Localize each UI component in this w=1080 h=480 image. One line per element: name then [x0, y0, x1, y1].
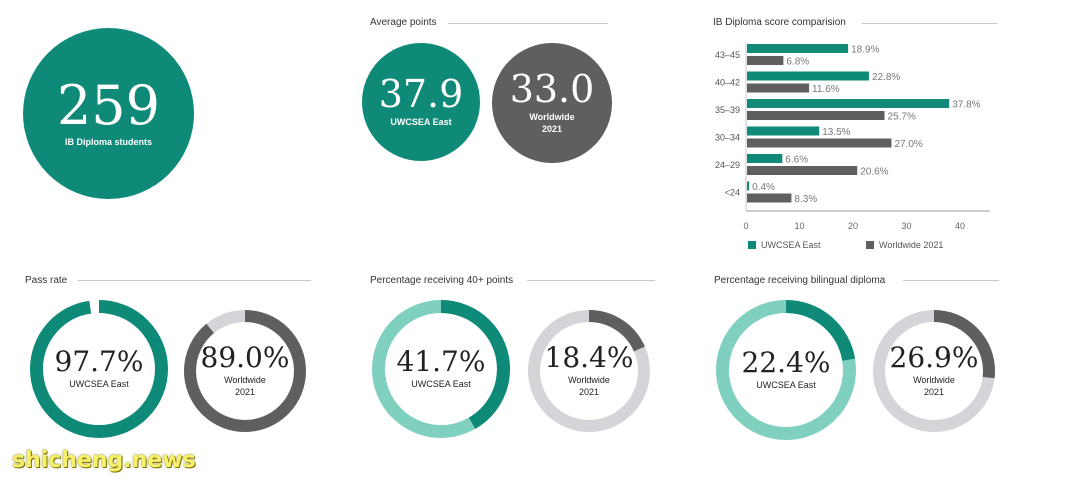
pass-rate-east-label: UWCSEA East [69, 378, 129, 389]
bar-data-label: 37.8% [952, 100, 980, 111]
bilingual-world-donut: 26.9% Worldwide 2021 [873, 310, 995, 432]
bar-data-label: 18.9% [851, 45, 879, 56]
score-chart-rule [862, 23, 997, 24]
bar-world [747, 111, 885, 120]
y-tick-label: 35–39 [715, 105, 740, 115]
bilingual-world-segment [873, 310, 995, 432]
pass-rate-rule [78, 280, 311, 281]
bilingual-world-label-line1: Worldwide [913, 375, 955, 386]
bar-data-label: 22.8% [872, 72, 900, 83]
bar-east [747, 154, 783, 163]
forty-plus-east-ring [372, 300, 510, 438]
legend-world-swatch [866, 241, 874, 249]
bar-data-label: 0.4% [752, 182, 775, 193]
forty-plus-world-ring [528, 310, 650, 432]
bar-world [747, 166, 858, 175]
x-tick-label: 10 [794, 221, 804, 231]
pass-rate-east-value: 97.7% [54, 344, 144, 378]
legend-east-label: UWCSEA East [761, 240, 821, 250]
bilingual-east-label: UWCSEA East [756, 379, 816, 390]
bilingual-title: Percentage receiving bilingual diploma [714, 275, 886, 286]
bar-data-label: 25.7% [887, 112, 915, 123]
bilingual-east-ring [716, 300, 856, 440]
avg-east-circle: 37.9 UWCSEA East [362, 43, 480, 161]
watermark-text: shicheng.news [12, 448, 196, 473]
forty-plus-title: Percentage receiving 40+ points [370, 275, 514, 286]
pass-rate-east-ring [30, 300, 168, 438]
bar-world [747, 56, 784, 65]
x-tick-label: 30 [901, 221, 911, 231]
pass-rate-world-value: 89.0% [200, 341, 290, 375]
bar-world [747, 138, 892, 148]
forty-plus-east-segment [372, 300, 510, 438]
bar-east [747, 71, 869, 81]
pass-rate-world-donut: 89.0% Worldwide 2021 [184, 310, 306, 432]
bilingual-world-ring [873, 310, 995, 432]
bar-data-label: 8.3% [794, 194, 817, 205]
forty-plus-east-label: UWCSEA East [411, 378, 471, 389]
avg-east-label: UWCSEA East [390, 117, 452, 128]
bar-data-label: 6.8% [786, 57, 809, 68]
y-tick-label: 43–45 [715, 50, 740, 60]
bar-world [747, 193, 792, 203]
avg-east-value: 37.9 [378, 72, 464, 117]
bar-data-label: 13.5% [822, 127, 850, 138]
bar-east [747, 181, 750, 191]
bar-world [747, 83, 810, 93]
students-circle: 259 IB Diploma students [23, 28, 194, 199]
bilingual-world-value: 26.9% [889, 341, 979, 375]
bilingual-east-donut: 22.4% UWCSEA East [716, 300, 856, 440]
forty-plus-east-donut: 41.7% UWCSEA East [372, 300, 510, 438]
bar-data-label: 27.0% [894, 139, 922, 150]
bilingual-rule [903, 280, 999, 281]
y-tick-label: 40–42 [715, 78, 740, 88]
forty-plus-rule [527, 280, 655, 281]
average-points-title: Average points [370, 17, 437, 28]
pass-rate-world-segment [184, 310, 306, 432]
avg-world-value: 33.0 [509, 67, 595, 112]
bar-east [747, 99, 950, 108]
pass-rate-world-ring [184, 310, 306, 432]
forty-plus-world-label-line2: 2021 [578, 386, 599, 397]
pass-rate-world-label-line2: 2021 [234, 386, 255, 397]
bar-east [747, 44, 849, 53]
forty-plus-world-value: 18.4% [544, 341, 634, 375]
y-tick-label: 24–29 [715, 160, 740, 170]
legend-east-swatch [748, 241, 756, 249]
pass-rate-world-label-line1: Worldwide [224, 375, 266, 386]
y-tick-label: 30–34 [715, 133, 740, 143]
pass-rate-east-segment [30, 300, 168, 438]
pass-rate-title: Pass rate [25, 275, 68, 286]
bilingual-east-segment [716, 300, 856, 440]
bar-east [747, 126, 820, 136]
bar-data-label: 11.6% [812, 84, 840, 95]
y-tick-label: <24 [725, 188, 740, 198]
score-chart-title: IB Diploma score comparision [713, 17, 846, 28]
x-tick-label: 40 [955, 221, 965, 231]
legend-world-label: Worldwide 2021 [879, 240, 944, 250]
forty-plus-world-label-line1: Worldwide [568, 375, 610, 386]
avg-world-circle: 33.0 Worldwide 2021 [492, 43, 612, 163]
bar-data-label: 6.6% [785, 155, 808, 166]
score-bar-chart: 0 10 20 30 40 43–45 18.9% 6.8% 40–42 22.8% 11.6% 35… [715, 42, 990, 231]
x-tick-label: 0 [743, 221, 748, 231]
avg-world-label-line1: Worldwide [529, 112, 575, 123]
forty-plus-world-segment [528, 310, 650, 432]
forty-plus-east-value: 41.7% [396, 344, 486, 378]
bilingual-world-label-line2: 2021 [923, 386, 944, 397]
pass-rate-east-donut: 97.7% UWCSEA East [30, 300, 168, 438]
bar-data-label: 20.6% [860, 167, 888, 178]
students-number: 259 [56, 73, 161, 137]
students-label: IB Diploma students [64, 136, 152, 147]
bilingual-east-value: 22.4% [741, 345, 831, 379]
forty-plus-world-donut: 18.4% Worldwide 2021 [528, 310, 650, 432]
avg-world-label-line2: 2021 [541, 124, 563, 134]
x-tick-label: 20 [848, 221, 858, 231]
average-points-rule [448, 23, 608, 24]
